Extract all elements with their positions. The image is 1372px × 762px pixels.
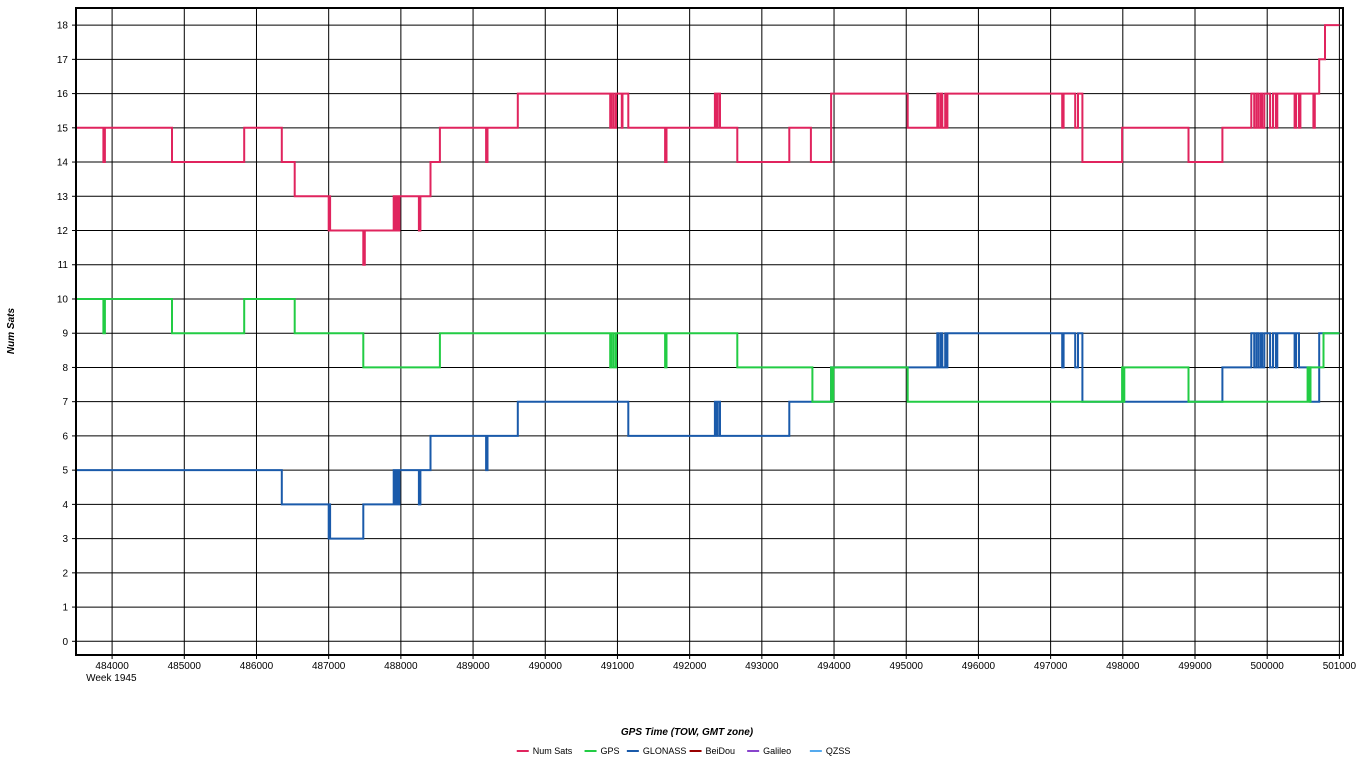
y-tick-label: 4 [62,500,68,511]
x-tick-label: 498000 [1106,661,1140,672]
legend-label-beidou: BeiDou [706,746,736,756]
x-axis-ticks: 484000 485000 486000 487000 488000 489000 4900… [95,655,1357,672]
legend-label-num-sats: Num Sats [533,746,573,756]
x-axis-title: GPS Time (TOW, GMT zone) [621,727,754,738]
y-tick-label: 15 [57,123,69,134]
legend-label-gps: GPS [601,746,620,756]
plot-area-frame [75,7,1344,656]
series-line-gps [76,298,1340,403]
x-tick-label: 486000 [240,661,274,672]
x-tick-label: 487000 [312,661,346,672]
x-tick-label: 488000 [384,661,418,672]
x-tick-label: 497000 [1034,661,1068,672]
series-line-glonass [76,332,1340,540]
y-tick-label: 0 [62,637,68,648]
y-tick-label: 11 [58,260,69,271]
y-tick-label: 17 [57,55,69,66]
y-axis-title: Num Sats [6,308,17,355]
legend-label-qzss: QZSS [826,746,851,756]
y-tick-label: 2 [62,568,68,579]
x-tick-label: 496000 [962,661,996,672]
y-tick-label: 7 [62,397,68,408]
y-tick-label: 13 [57,192,69,203]
y-tick-label: 14 [57,158,69,169]
legend: Num Sats GPS GLONASS BeiDou Galileo QZSS [516,746,851,756]
y-tick-label: 18 [57,21,69,32]
y-tick-label: 12 [57,226,69,237]
x-tick-label: 489000 [456,661,490,672]
x-tick-label: 494000 [817,661,851,672]
x-tick-label: 501000 [1323,661,1357,672]
x-tick-label: 485000 [168,661,202,672]
y-tick-label: 9 [62,329,68,340]
x-tick-label: 495000 [890,661,924,672]
y-tick-label: 3 [62,534,68,545]
x-tick-label: 499000 [1178,661,1212,672]
x-tick-label: 500000 [1251,661,1285,672]
x-tick-label: 492000 [673,661,707,672]
x-tick-label: 493000 [745,661,779,672]
x-axis-week-label: Week 1945 [86,673,137,684]
series-lines [76,24,1340,540]
legend-label-glonass: GLONASS [643,746,687,756]
y-tick-label: 1 [62,603,68,614]
x-tick-label: 491000 [601,661,635,672]
y-tick-label: 6 [62,431,68,442]
x-tick-label: 484000 [95,661,129,672]
y-tick-label: 8 [62,363,68,374]
x-tick-label: 490000 [529,661,563,672]
legend-label-galileo: Galileo [763,746,791,756]
y-tick-label: 16 [57,89,69,100]
y-tick-label: 5 [62,466,68,477]
series-line-num-sats [76,24,1340,266]
y-tick-label: 10 [57,294,69,305]
grid-lines [76,8,1343,655]
